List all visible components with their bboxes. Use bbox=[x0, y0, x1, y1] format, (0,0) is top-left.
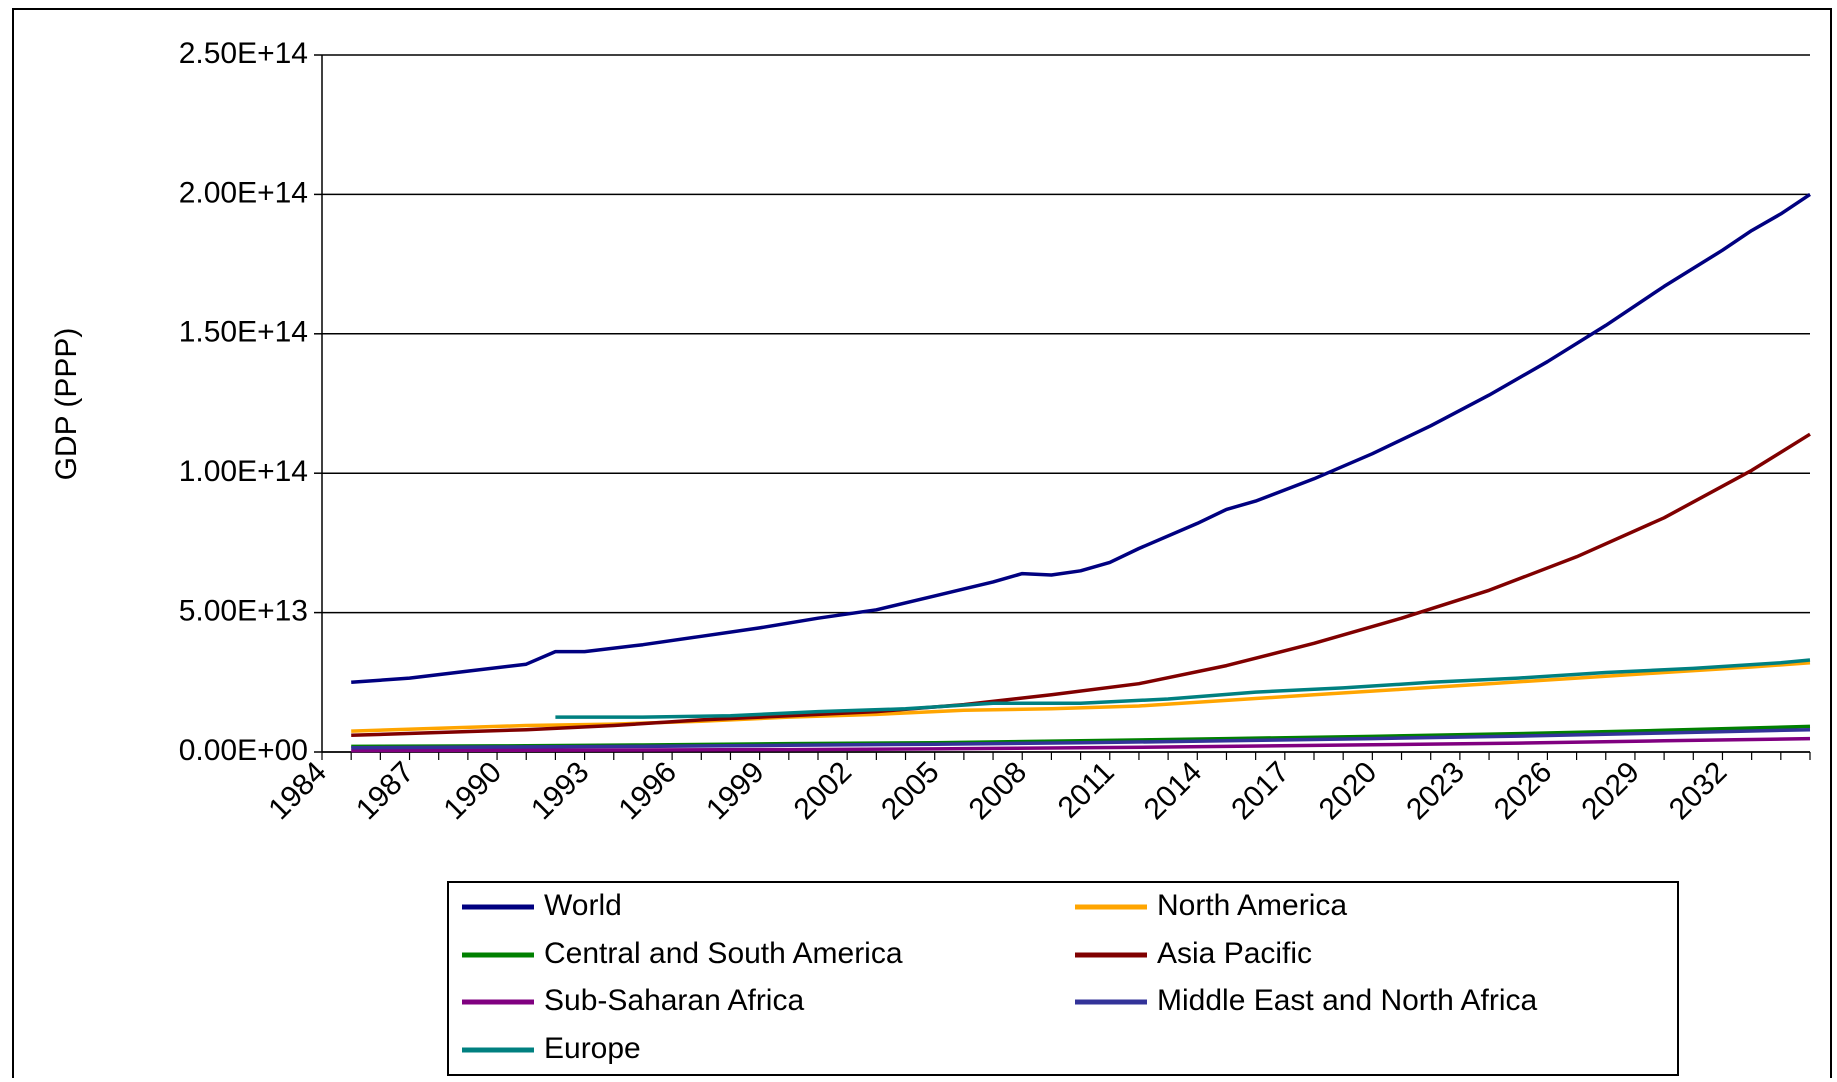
y-tick-label: 2.50E+14 bbox=[179, 37, 308, 70]
legend-label-north-america: North America bbox=[1157, 889, 1347, 922]
x-tick-label: 1993 bbox=[525, 756, 596, 827]
x-tick-label: 2017 bbox=[1225, 756, 1296, 827]
legend-label-world: World bbox=[544, 889, 622, 922]
legend-label-middle-east-and-north-africa: Middle East and North Africa bbox=[1157, 984, 1538, 1017]
series-line-sub-saharan-africa bbox=[351, 736, 1811, 753]
x-tick-label: 2023 bbox=[1400, 756, 1471, 827]
series-line-europe bbox=[555, 658, 1811, 719]
series-lines bbox=[351, 192, 1811, 753]
y-tick-label: 1.00E+14 bbox=[179, 455, 308, 488]
y-axis-label: GDP (PPP) bbox=[50, 328, 83, 481]
series-line-middle-east-and-north-africa bbox=[351, 727, 1811, 750]
legend-label-asia-pacific: Asia Pacific bbox=[1157, 937, 1312, 970]
gridlines bbox=[322, 54, 1810, 753]
x-tick-label: 1990 bbox=[437, 756, 508, 827]
series-line-asia-pacific bbox=[351, 432, 1811, 738]
series-line-north-america bbox=[351, 661, 1811, 733]
x-tick-label: 2005 bbox=[875, 756, 946, 827]
axes bbox=[314, 54, 1811, 760]
y-tick-label: 5.00E+13 bbox=[179, 595, 308, 628]
legend-label-europe: Europe bbox=[544, 1032, 641, 1065]
legend-label-central-and-south-america: Central and South America bbox=[544, 937, 903, 970]
legend: World North America Central and South Amer… bbox=[447, 881, 1679, 1076]
x-tick-label: 1999 bbox=[700, 756, 771, 827]
x-tick-label: 2011 bbox=[1052, 756, 1121, 825]
x-tick-label: 2002 bbox=[788, 756, 859, 827]
legend-box bbox=[447, 881, 1679, 1076]
y-tick-label: 0.00E+00 bbox=[179, 734, 308, 767]
chart-frame bbox=[12, 8, 1832, 1078]
x-tick-label: 2029 bbox=[1575, 756, 1646, 827]
y-tick-label: 2.00E+14 bbox=[179, 176, 308, 209]
y-tick-labels: 0.00E+00 5.00E+13 1.00E+14 1.50E+14 2.00E+14… bbox=[179, 37, 308, 767]
x-tick-label: 2008 bbox=[963, 756, 1034, 827]
x-tick-label: 2026 bbox=[1488, 756, 1559, 827]
x-tick-label: 2032 bbox=[1663, 756, 1734, 827]
x-tick-label: 1996 bbox=[613, 756, 684, 827]
x-tick-label: 2014 bbox=[1138, 756, 1209, 827]
y-tick-label: 1.50E+14 bbox=[179, 316, 308, 349]
series-line-world bbox=[351, 192, 1811, 685]
x-tick-labels: 1984 1987 1990 1993 1996 1999 2002 2005 2008 2011… bbox=[262, 756, 1733, 827]
legend-label-sub-saharan-africa: Sub-Saharan Africa bbox=[544, 984, 804, 1017]
x-tick-label: 1987 bbox=[350, 756, 421, 827]
x-tick-label: 2020 bbox=[1313, 756, 1384, 827]
